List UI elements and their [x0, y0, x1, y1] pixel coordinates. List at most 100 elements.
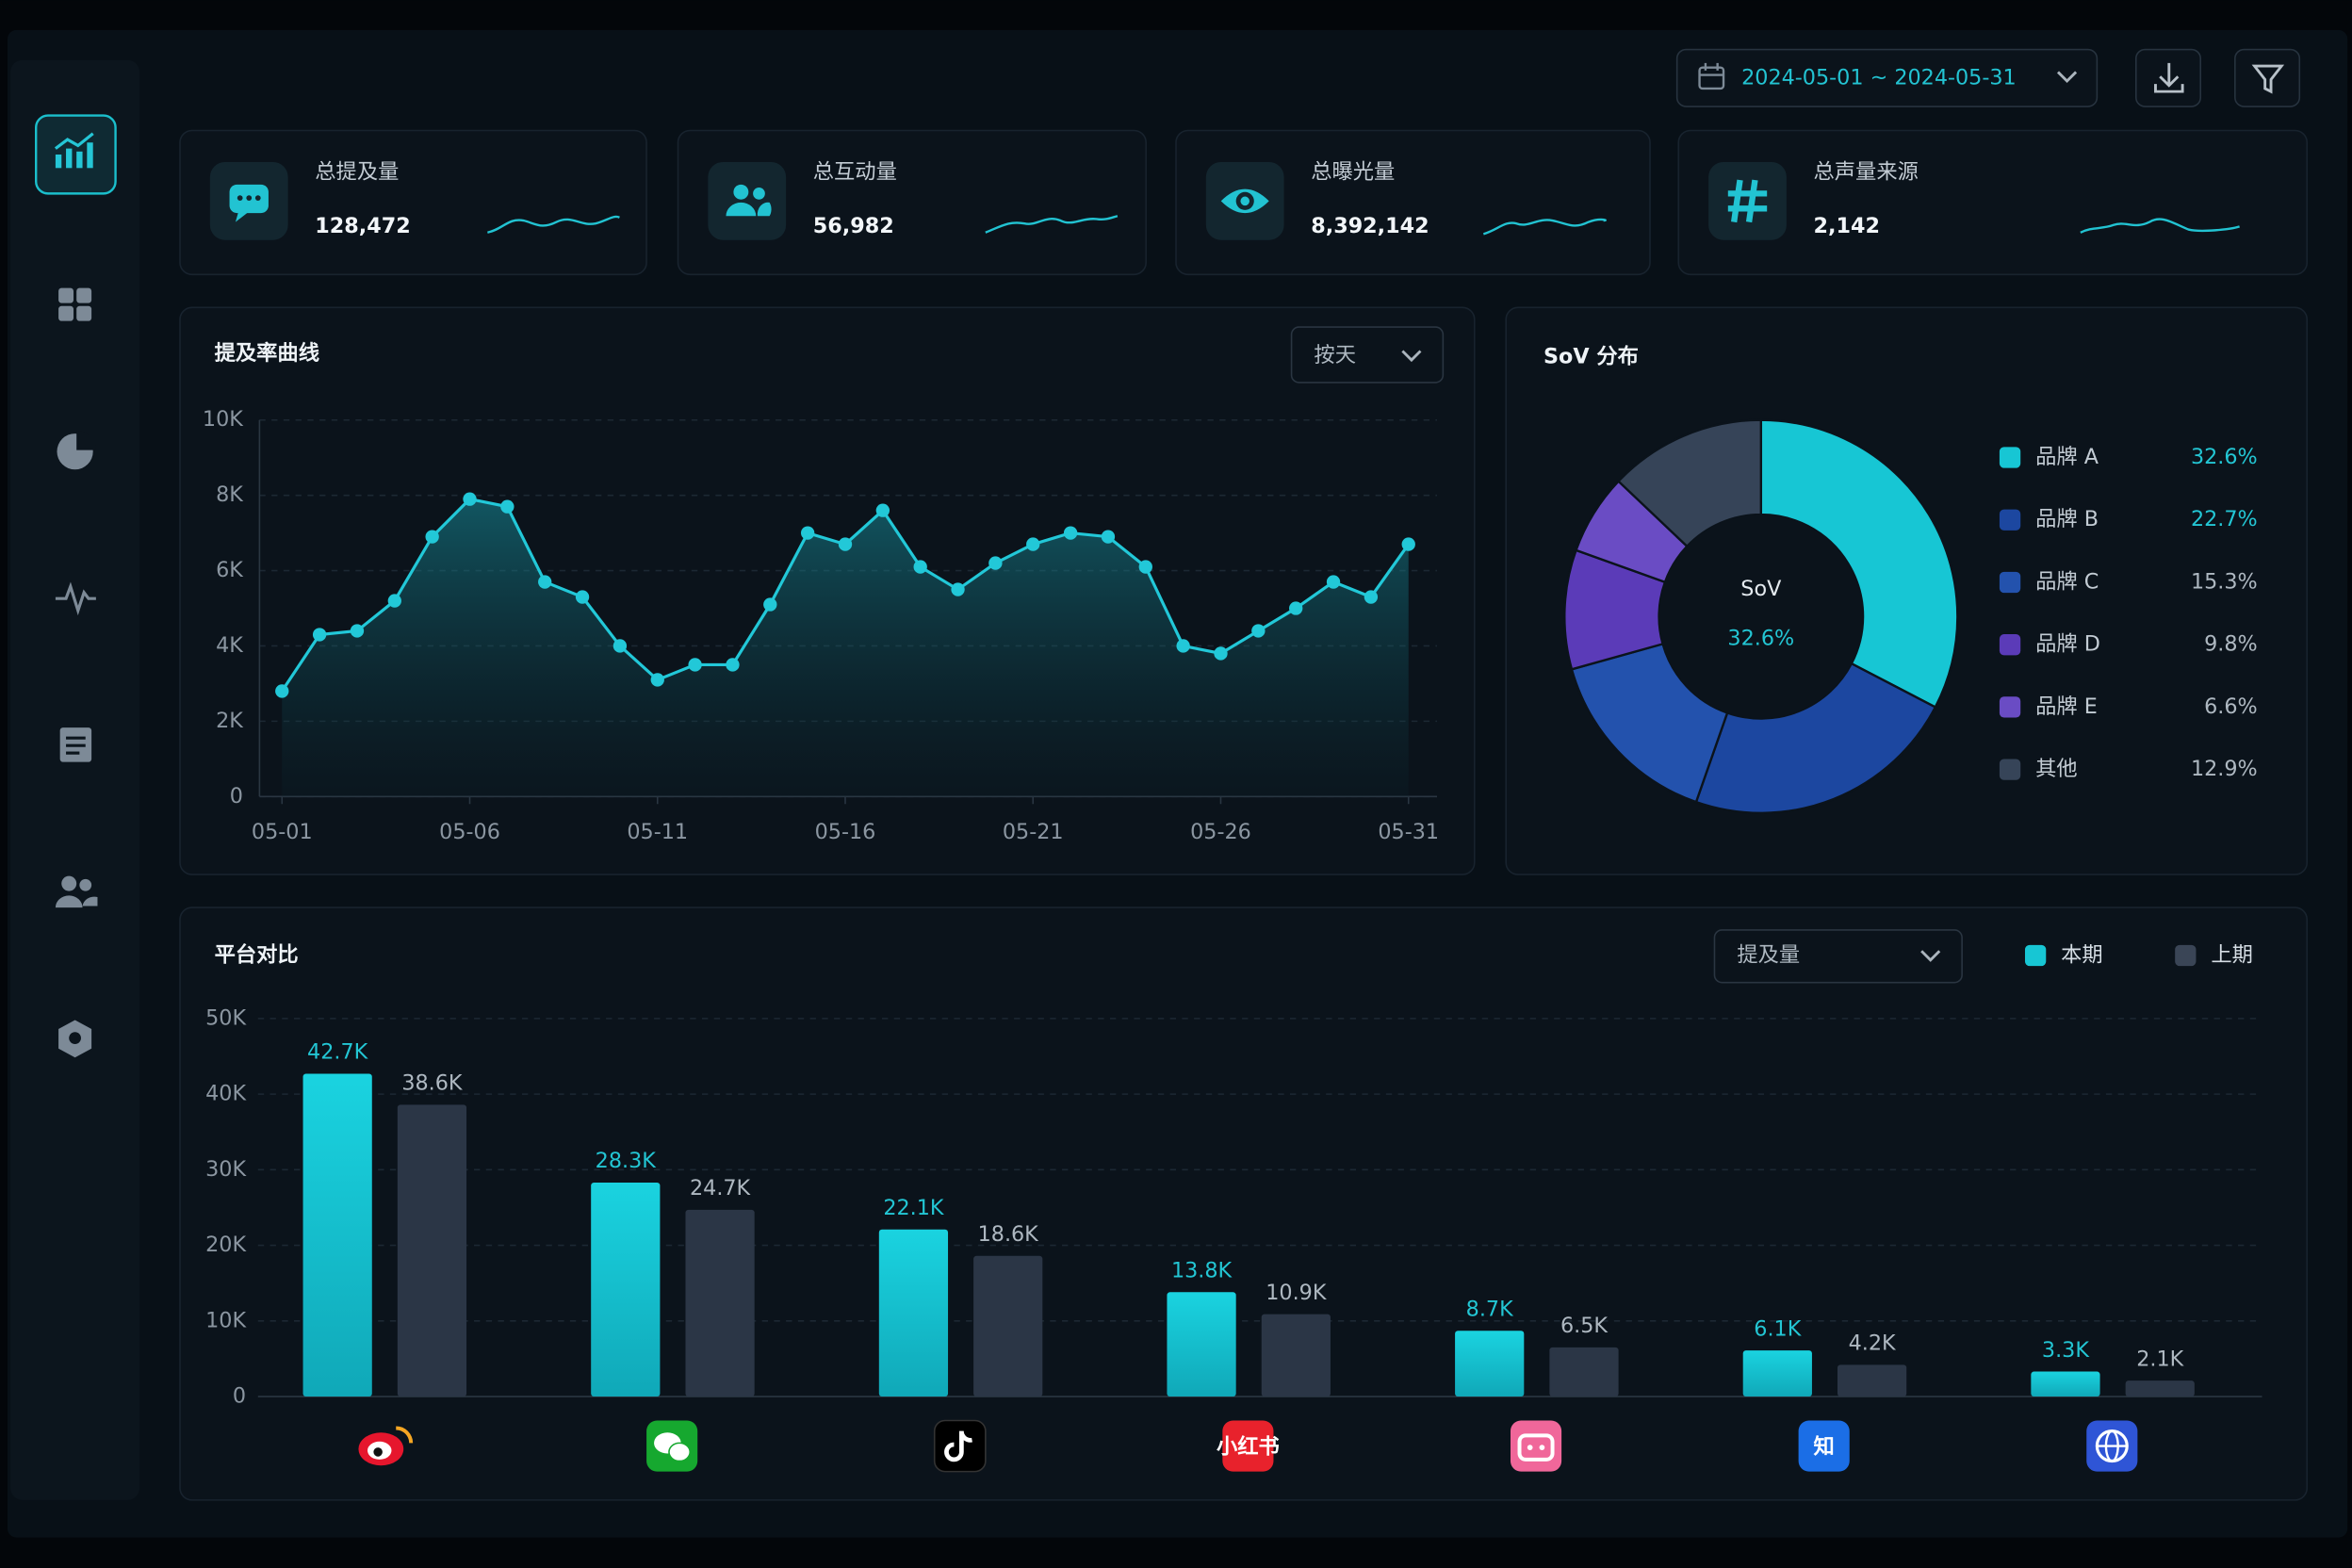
platform-icon-text: 小红书	[1217, 1434, 1280, 1460]
nav-icon-grid[interactable]	[58, 287, 92, 321]
bar	[1742, 1350, 1812, 1397]
point	[1176, 639, 1190, 653]
point	[1026, 537, 1040, 551]
platform-icon	[1539, 1445, 1545, 1451]
kpi-label: 总曝光量	[1311, 160, 1395, 185]
kpi-icon	[1745, 179, 1758, 223]
filter-icon	[2251, 64, 2285, 94]
y-tick-label: 50K	[205, 1005, 247, 1030]
point	[1364, 590, 1379, 604]
legend-label: 品牌 D	[2035, 632, 2100, 657]
kpi-icon	[235, 211, 250, 222]
point	[988, 556, 1003, 570]
bar	[1838, 1364, 1907, 1397]
legend-label: 本期	[2061, 943, 2103, 968]
platform-icon	[396, 1426, 414, 1444]
point	[425, 530, 439, 544]
point	[575, 590, 590, 604]
sparkline	[985, 215, 1119, 234]
donut-center-value: 32.6%	[1727, 627, 1794, 651]
legend-swatch	[1999, 447, 2021, 468]
nav-icon-chart[interactable]	[54, 132, 94, 169]
x-tick-label: 05-01	[252, 820, 313, 844]
calendar-icon	[1698, 62, 1725, 90]
kpi-icon	[237, 195, 243, 202]
point	[913, 560, 927, 574]
kpi-label: 总声量来源	[1814, 160, 1919, 185]
sidebar	[10, 59, 140, 1500]
bar	[2125, 1380, 2195, 1397]
kpi-value: 56,982	[813, 214, 894, 238]
bar	[302, 1073, 372, 1397]
donut-hole	[1658, 514, 1864, 719]
bar-value-label: 8.7K	[1466, 1297, 1514, 1321]
kpi-icon	[733, 184, 749, 200]
dropdown-text: 提及量	[1737, 943, 1800, 968]
point	[951, 582, 965, 596]
sov-title: SoV 分布	[1544, 344, 1639, 368]
kpi-value: 2,142	[1814, 214, 1880, 238]
bar	[2031, 1371, 2100, 1397]
sparkline	[487, 215, 620, 234]
y-tick-label: 0	[233, 1384, 246, 1409]
kpi-icon	[757, 202, 772, 217]
area	[282, 498, 1409, 797]
legend-swatch	[1999, 759, 2021, 780]
bar	[685, 1209, 755, 1397]
filter-button[interactable]	[2234, 48, 2301, 107]
platform-icon	[1222, 1420, 1274, 1472]
legend-value: 6.6%	[2204, 694, 2258, 719]
kpi-icon	[1240, 196, 1250, 206]
bar	[397, 1104, 467, 1397]
y-tick-label: 10K	[205, 1308, 247, 1332]
kpi-card	[677, 129, 1147, 276]
point	[1326, 575, 1341, 589]
donut-center-label: SoV	[1740, 577, 1782, 601]
platform-icon-text: 知	[1814, 1434, 1835, 1460]
kpi-value: 8,392,142	[1311, 214, 1429, 238]
y-tick-label: 30K	[205, 1157, 247, 1182]
bar-value-label: 28.3K	[596, 1149, 658, 1173]
point	[500, 499, 514, 514]
point	[838, 537, 853, 551]
point	[650, 673, 664, 687]
kpi-card	[1677, 129, 2309, 276]
granularity-dropdown[interactable]	[1290, 326, 1445, 384]
bar	[973, 1255, 1043, 1397]
nav-icon-users[interactable]	[55, 875, 98, 908]
legend-label: 品牌 B	[2035, 507, 2099, 531]
point	[1214, 646, 1228, 661]
bar	[591, 1182, 661, 1397]
legend-value: 15.3%	[2191, 569, 2258, 594]
y-tick-label: 0	[230, 784, 243, 808]
point	[387, 594, 401, 608]
chevron	[1401, 350, 1422, 363]
platform-icon	[944, 1430, 972, 1462]
bar-value-label: 18.6K	[978, 1222, 1040, 1247]
legend-swatch	[2024, 944, 2047, 967]
legend-swatch	[2175, 944, 2197, 967]
nav-icon-settings[interactable]	[58, 1020, 92, 1058]
metric-dropdown[interactable]	[1713, 929, 1963, 984]
bar-value-label: 2.1K	[2136, 1347, 2184, 1371]
point	[612, 639, 628, 653]
sparkline	[2080, 218, 2240, 234]
platform-icon	[1527, 1445, 1533, 1451]
date-picker[interactable]	[1675, 48, 2099, 107]
bar-value-label: 3.3K	[2042, 1338, 2090, 1363]
x-tick-label: 05-11	[627, 820, 688, 844]
point	[538, 575, 552, 589]
bar	[1455, 1331, 1525, 1397]
nav-icon-pulse[interactable]	[55, 581, 96, 616]
nav-active[interactable]	[35, 114, 117, 195]
point	[1138, 560, 1152, 574]
kpi-icon	[753, 188, 765, 200]
point	[875, 503, 890, 517]
nav-icon-doc[interactable]	[59, 727, 92, 762]
x-tick-label: 05-21	[1003, 820, 1064, 844]
point	[726, 658, 740, 672]
platform-icon	[1798, 1420, 1850, 1472]
chevron	[2056, 71, 2078, 84]
nav-icon-pie[interactable]	[57, 430, 96, 470]
